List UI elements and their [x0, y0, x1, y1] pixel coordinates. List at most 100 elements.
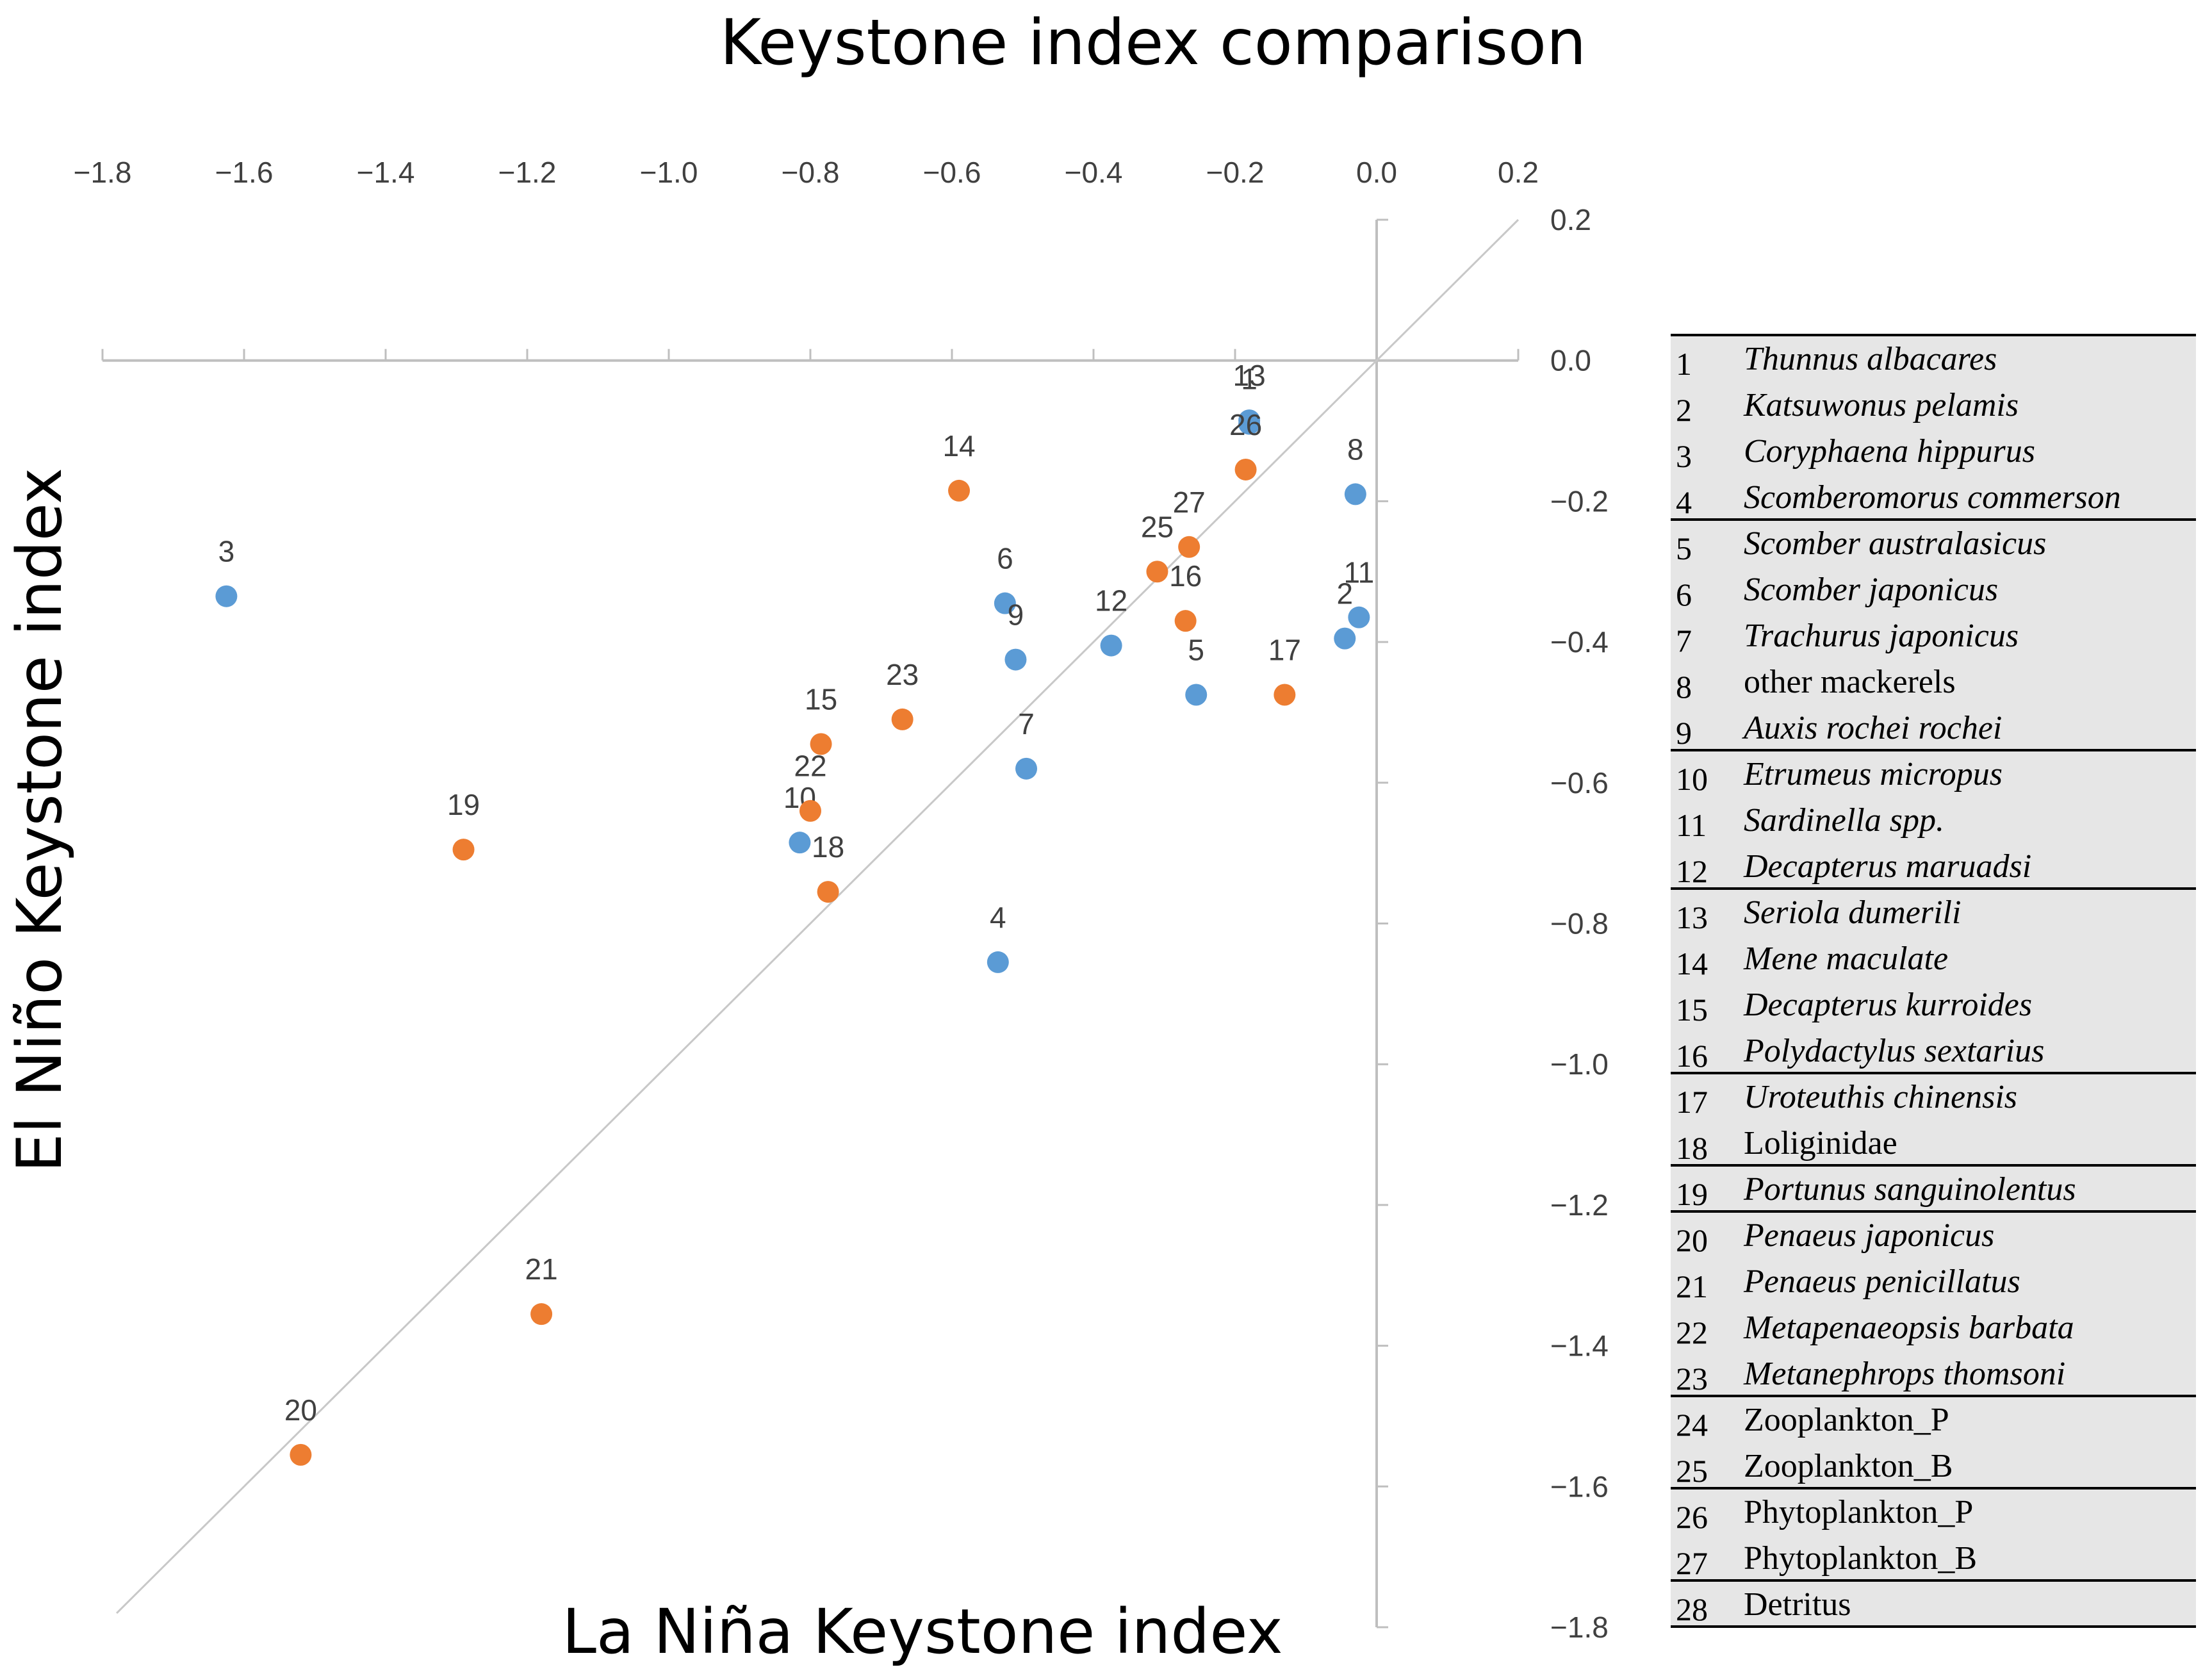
- point-4: [987, 951, 1009, 973]
- species-legend: 1 Thunnus albacares 2 Katsuwonus pelamis 3 Co…: [1671, 334, 2196, 1628]
- y-tick-label: −0.8: [1550, 907, 1609, 940]
- point-label-1: 1: [1241, 363, 1258, 396]
- y-tick-label: −1.6: [1550, 1470, 1609, 1503]
- point-label-4: 4: [990, 901, 1006, 934]
- legend-species-name: Scomber japonicus: [1744, 571, 1998, 608]
- legend-species-name: Mene maculate: [1743, 940, 1948, 977]
- point-label-7: 7: [1018, 707, 1035, 741]
- legend-species-name: Uroteuthis chinensis: [1744, 1079, 2017, 1115]
- legend-number: 21: [1676, 1268, 1708, 1304]
- y-tick-label: −1.8: [1550, 1611, 1609, 1644]
- legend-number: 17: [1676, 1084, 1708, 1120]
- legend-number: 4: [1676, 484, 1692, 520]
- y-tick-label: 0.2: [1550, 203, 1591, 236]
- x-tick-label: −1.8: [74, 156, 132, 189]
- point-23: [891, 708, 913, 730]
- legend-species-name: Zooplankton_P: [1744, 1402, 1949, 1438]
- legend-number: 6: [1676, 577, 1692, 612]
- legend-species-name: Portunus sanguinolentus: [1743, 1171, 2076, 1208]
- legend-species-name: Coryphaena hippurus: [1744, 433, 2035, 470]
- point-17: [1274, 684, 1296, 706]
- legend-species-name: Loliginidae: [1744, 1125, 1897, 1161]
- y-tick-label: −0.4: [1550, 625, 1609, 659]
- point-label-19: 19: [447, 788, 480, 821]
- legend-species-name: Decapterus kurroides: [1743, 987, 2032, 1023]
- legend-number: 26: [1676, 1499, 1708, 1535]
- point-label-13: 13: [1233, 359, 1266, 392]
- point-label-8: 8: [1347, 432, 1364, 466]
- legend-number: 11: [1676, 807, 1707, 843]
- point-18: [817, 881, 839, 903]
- point-label-6: 6: [997, 542, 1013, 575]
- point-label-12: 12: [1095, 584, 1127, 618]
- point-14: [948, 479, 971, 502]
- point-label-14: 14: [942, 429, 975, 463]
- point-label-22: 22: [794, 750, 826, 783]
- legend-species-name: Trachurus japonicus: [1744, 618, 2019, 654]
- legend-number: 19: [1676, 1176, 1708, 1212]
- chart-title: Keystone index comparison: [720, 6, 1586, 79]
- legend-number: 23: [1676, 1361, 1708, 1397]
- y-tick-label: −1.4: [1550, 1329, 1609, 1363]
- legend-number: 13: [1676, 899, 1708, 935]
- point-label-18: 18: [812, 830, 844, 864]
- legend-species-name: Seriola dumerili: [1744, 894, 1961, 931]
- legend-number: 15: [1676, 992, 1708, 1028]
- legend-number: 3: [1676, 438, 1692, 474]
- legend-number: 7: [1676, 623, 1692, 659]
- point-10: [789, 832, 811, 854]
- legend-species-name: Zooplankton_B: [1744, 1448, 1953, 1484]
- y-axis-title: El Niño Keystone index: [4, 468, 76, 1172]
- y-tick-label: −0.2: [1550, 484, 1609, 518]
- legend-species-name: other mackerels: [1744, 664, 1956, 700]
- point-22: [799, 800, 821, 822]
- x-tick-label: 0.2: [1498, 156, 1539, 189]
- x-tick-label: −1.4: [357, 156, 415, 189]
- reference-line-group: [116, 218, 1520, 1614]
- point-3: [215, 585, 238, 607]
- point-label-2: 2: [1336, 577, 1353, 611]
- point-12: [1100, 634, 1122, 657]
- legend-number: 12: [1676, 853, 1708, 889]
- legend-species-name: Sardinella spp.: [1744, 802, 1944, 839]
- legend-number: 24: [1676, 1407, 1708, 1443]
- x-axis-title: La Niña Keystone index: [562, 1596, 1283, 1668]
- x-tick-label: −0.8: [782, 156, 840, 189]
- reference-line: [116, 218, 1520, 1614]
- legend-species-name: Scomberomorus commerson: [1744, 479, 2121, 516]
- legend-species-name: Etrumeus micropus: [1743, 756, 2003, 792]
- point-label-20: 20: [284, 1393, 317, 1427]
- point-label-27: 27: [1173, 486, 1206, 519]
- point-11: [1348, 606, 1370, 628]
- legend-species-name: Katsuwonus pelamis: [1743, 387, 2019, 423]
- legend-species-name: Decapterus maruadsi: [1743, 848, 2031, 885]
- point-2: [1334, 627, 1356, 650]
- legend-species-name: Phytoplankton_P: [1744, 1494, 1973, 1530]
- point-label-26: 26: [1229, 408, 1262, 441]
- x-tick-label: −1.0: [640, 156, 698, 189]
- legend-species-name: Phytoplankton_B: [1744, 1540, 1977, 1577]
- legend-species-name: Polydactylus sextarius: [1743, 1033, 2044, 1069]
- x-tick-label: −0.6: [923, 156, 981, 189]
- legend-number: 22: [1676, 1315, 1708, 1350]
- y-tick-label: 0.0: [1550, 344, 1591, 377]
- legend-species-name: Penaeus penicillatus: [1743, 1263, 2020, 1300]
- point-15: [810, 733, 832, 755]
- point-13: [1238, 409, 1261, 432]
- point-5: [1185, 684, 1208, 706]
- x-tick-label: −0.4: [1065, 156, 1123, 189]
- point-7: [1015, 757, 1038, 780]
- point-9: [1004, 648, 1027, 671]
- y-tick-label: −1.2: [1550, 1188, 1609, 1222]
- point-label-21: 21: [525, 1252, 558, 1286]
- point-8: [1344, 483, 1366, 505]
- axes: −1.8 −1.6 −1.4 −1.2 −1.0 −0.8 −0.6 −0.4 −0.2 0.0 0…: [74, 156, 1609, 1644]
- legend-number: 2: [1676, 392, 1692, 428]
- legend-number: 25: [1676, 1453, 1708, 1489]
- legend-species-name: Metanephrops thomsoni: [1743, 1356, 2065, 1392]
- x-tick-label: −1.6: [215, 156, 274, 189]
- point-label-5: 5: [1188, 633, 1204, 666]
- x-tick-label: −1.2: [498, 156, 557, 189]
- point-label-17: 17: [1268, 633, 1301, 666]
